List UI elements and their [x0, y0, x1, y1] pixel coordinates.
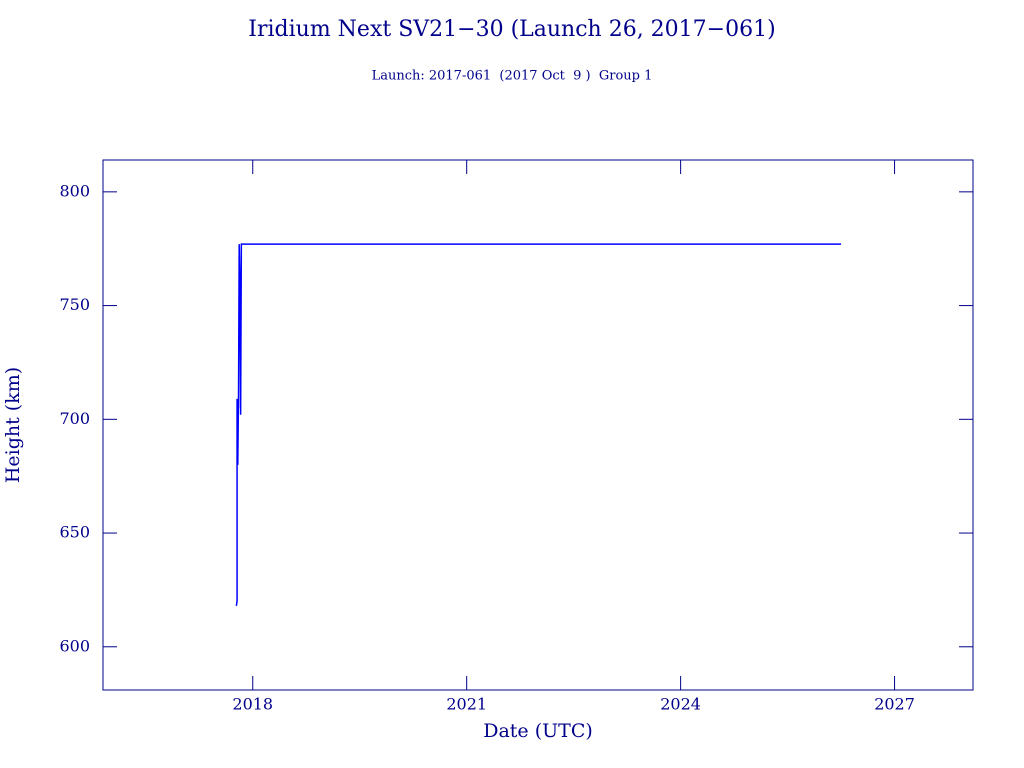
chart-subtitle: Launch: 2017-061 (2017 Oct 9 ) Group 1 [372, 69, 653, 84]
y-axis-label: Height (km) [2, 367, 24, 483]
x-tick-label: 2021 [446, 695, 487, 714]
y-tick-label: 800 [59, 181, 90, 200]
x-tick-label: 2018 [232, 695, 273, 714]
plot-frame [102, 159, 974, 691]
data-line [235, 243, 842, 606]
y-tick-label: 700 [59, 409, 90, 428]
chart-title: Iridium Next SV21−30 (Launch 26, 2017−06… [248, 17, 775, 42]
y-tick-label: 750 [59, 295, 90, 314]
x-tick-label: 2027 [874, 695, 915, 714]
x-axis-label: Date (UTC) [483, 720, 593, 742]
x-tick-label: 2024 [660, 695, 701, 714]
y-tick-label: 600 [59, 636, 90, 655]
y-tick-label: 650 [59, 523, 90, 542]
